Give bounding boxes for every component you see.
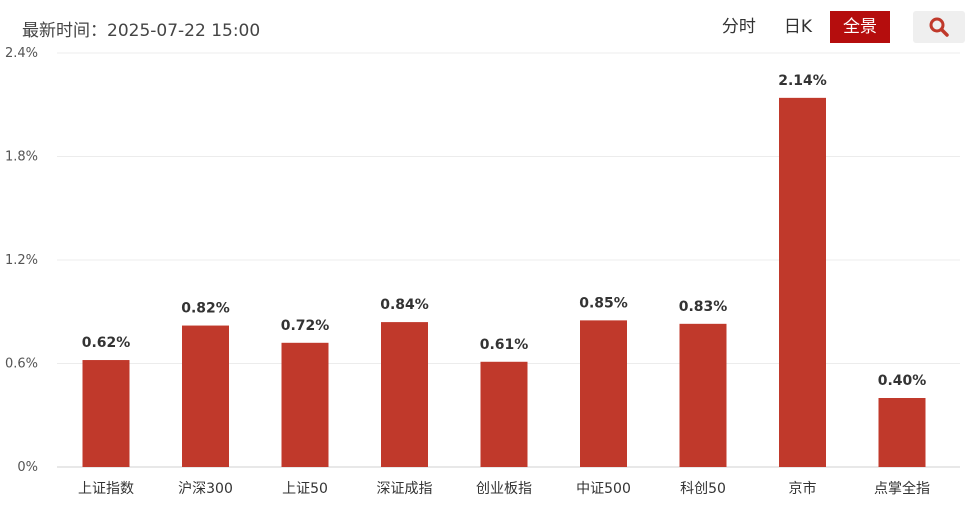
y-tick-label: 0% — [17, 460, 38, 475]
bar — [281, 342, 329, 467]
bar — [82, 360, 130, 467]
bar — [480, 361, 528, 467]
y-tick-label: 1.8% — [5, 150, 38, 165]
y-tick-label: 0.6% — [5, 357, 38, 372]
x-category-label: 科创50 — [680, 481, 726, 497]
bar-value-label: 0.62% — [82, 335, 131, 351]
bar-value-label: 0.84% — [380, 297, 429, 313]
y-tick-label: 1.2% — [5, 253, 38, 268]
bar-value-label: 0.82% — [181, 301, 230, 317]
header-bar: 最新时间：2025-07-22 15:00 分时 日K 全景 — [0, 0, 969, 52]
bar-value-label: 0.85% — [579, 295, 628, 311]
x-category-label: 创业板指 — [476, 481, 532, 497]
bar-value-label: 0.83% — [679, 299, 728, 315]
bar-value-label: 0.72% — [281, 318, 330, 334]
tab-intraday[interactable]: 分时 — [721, 17, 756, 37]
x-category-label: 点掌全指 — [874, 480, 930, 497]
bar-value-label: 0.61% — [480, 337, 529, 353]
tab-panorama[interactable]: 全景 — [830, 11, 890, 43]
bar — [779, 97, 826, 467]
bar — [580, 320, 627, 467]
y-tick-label: 2.4% — [5, 46, 38, 61]
x-category-label: 深证成指 — [377, 481, 433, 497]
x-category-label: 上证指数 — [78, 481, 134, 497]
x-category-label: 中证500 — [576, 481, 631, 497]
bar — [679, 323, 727, 467]
update-time-label: 最新时间：2025-07-22 15:00 — [22, 21, 261, 41]
x-category-label: 京市 — [789, 480, 817, 497]
bar — [878, 398, 926, 467]
x-category-label: 沪深300 — [178, 481, 233, 497]
bar — [381, 322, 428, 467]
search-button[interactable] — [913, 11, 965, 43]
bar — [182, 325, 229, 467]
view-tabs: 分时 日K 全景 — [704, 11, 965, 43]
bar-value-label: 2.14% — [778, 73, 827, 89]
x-category-label: 上证50 — [282, 481, 328, 497]
search-icon — [929, 17, 949, 37]
tab-daily-k[interactable]: 日K — [783, 17, 812, 37]
bar-value-label: 0.40% — [878, 373, 927, 389]
